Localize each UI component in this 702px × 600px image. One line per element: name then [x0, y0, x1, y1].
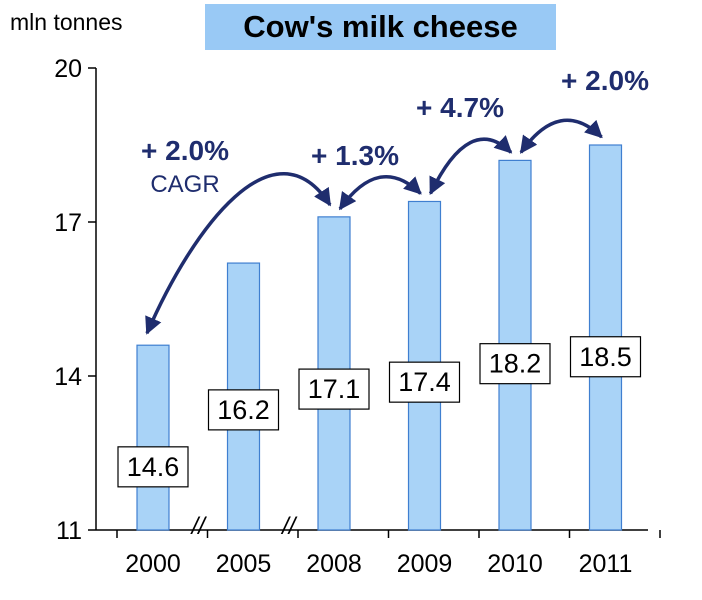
growth-label: + 2.0% [141, 135, 229, 166]
x-tick-label: 2005 [216, 550, 272, 578]
chart-title-box: Cow's milk cheese [205, 4, 556, 50]
growth-arrow [338, 175, 422, 211]
data-label: 17.1 [308, 374, 361, 404]
data-label-box [207, 389, 280, 431]
growth-sublabel: CAGR [150, 171, 219, 198]
bars [136, 144, 623, 531]
growth-arrow [428, 135, 513, 196]
y-tick-label: 11 [56, 517, 82, 545]
data-label-box [569, 336, 642, 378]
growth-label: + 2.0% [561, 65, 649, 96]
y-tick-label: 14 [54, 363, 82, 391]
chart-title: Cow's milk cheese [243, 9, 518, 44]
data-label-box [388, 361, 461, 403]
axes: 11 14 17 20 // // 2000 2005 2008 2009 2010 2011 [54, 55, 661, 578]
data-label: 16.2 [217, 395, 270, 425]
data-label-box [479, 343, 551, 385]
x-tick-label: 2010 [487, 550, 543, 578]
x-tick-label: 2009 [397, 550, 453, 578]
data-label-box [298, 368, 370, 410]
y-tick-label: 20 [54, 55, 82, 83]
data-label-box [117, 446, 189, 488]
x-tick-label: 2008 [306, 550, 362, 578]
growth-arrow [519, 118, 603, 154]
growth-label: + 1.3% [311, 140, 399, 171]
bar-2000 [136, 344, 170, 531]
axis-break-mark: // [280, 513, 298, 540]
data-label: 18.5 [579, 342, 632, 372]
data-label: 17.4 [398, 367, 451, 397]
data-label: 14.6 [127, 452, 180, 482]
axis-break-mark: // [190, 513, 208, 540]
growth-annotations: + 2.0% CAGR + 1.3% + 4.7% + 2.0% [141, 65, 649, 335]
x-tick-label: 2011 [579, 550, 633, 578]
growth-label: + 4.7% [416, 92, 504, 123]
unit-label: mln tonnes [10, 9, 123, 35]
x-tick-label: 2000 [125, 550, 181, 578]
growth-arrow [145, 172, 332, 335]
data-label: 18.2 [489, 349, 542, 379]
data-labels: 14.6 16.2 17.1 17.4 18.2 18.5 [117, 336, 642, 488]
y-tick-label: 17 [54, 209, 82, 237]
